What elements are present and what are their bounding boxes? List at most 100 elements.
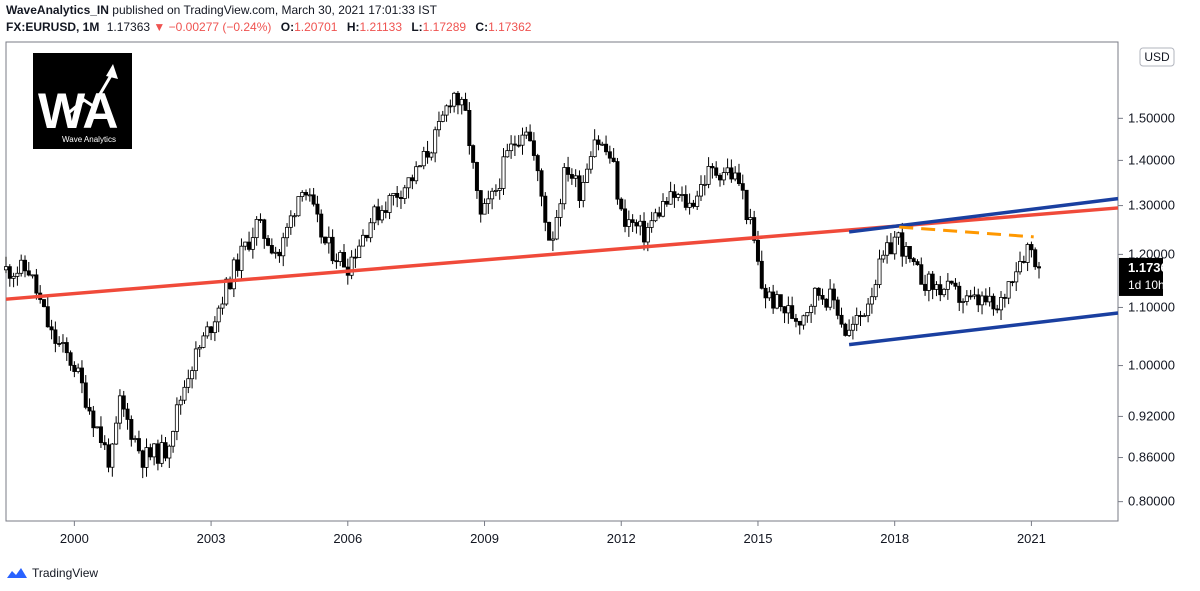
candle-body bbox=[763, 287, 768, 299]
high-label: H: bbox=[346, 20, 360, 34]
candle-body bbox=[847, 329, 852, 336]
candle-body bbox=[585, 168, 590, 183]
author-name[interactable]: WaveAnalytics_IN bbox=[6, 3, 109, 17]
candle-body bbox=[254, 219, 259, 239]
candle-body bbox=[501, 156, 506, 189]
candle-body bbox=[539, 170, 544, 197]
candle-body bbox=[736, 172, 741, 184]
candle-body bbox=[342, 252, 347, 268]
last-price-tag: 1.17362 1d 10h bbox=[1119, 257, 1175, 296]
low-label: L: bbox=[411, 20, 423, 34]
price-tick-label: 1.40000 bbox=[1128, 152, 1175, 167]
candle-body bbox=[455, 92, 460, 106]
candle-body bbox=[76, 367, 81, 372]
candle-body bbox=[15, 272, 20, 277]
candle-body bbox=[243, 241, 248, 247]
candle-body bbox=[474, 162, 479, 191]
candle-body bbox=[360, 234, 365, 247]
candle-body bbox=[509, 143, 514, 152]
candle-body bbox=[285, 226, 290, 239]
footer: TradingView bbox=[6, 566, 98, 580]
price-axis[interactable]: 1.50000 1.40000 1.30000 1.20000 1.10000 1.000… bbox=[1118, 110, 1175, 509]
candle-body bbox=[748, 217, 753, 221]
candle-body bbox=[372, 206, 377, 224]
candle-body bbox=[319, 213, 324, 238]
candle-body bbox=[573, 175, 578, 179]
last-price-box bbox=[1119, 257, 1163, 296]
logo-letters: WA bbox=[38, 83, 119, 139]
time-axis[interactable]: 2000 2003 2006 2009 2012 2015 2018 2021 bbox=[60, 521, 1046, 546]
candle-body bbox=[835, 299, 840, 316]
logo-caption: Wave Analytics bbox=[62, 135, 116, 144]
candle-body bbox=[604, 143, 609, 153]
candle-body bbox=[129, 419, 134, 440]
candle-body bbox=[888, 242, 893, 255]
candle-body bbox=[45, 306, 50, 328]
candle-body bbox=[1018, 261, 1023, 273]
candle-body bbox=[220, 303, 225, 309]
candle-body bbox=[516, 144, 521, 147]
time-tick-label: 2003 bbox=[197, 531, 226, 546]
footer-brand[interactable]: TradingView bbox=[32, 566, 99, 580]
price-tick-label: 1.00000 bbox=[1128, 358, 1175, 373]
currency-badge[interactable]: USD bbox=[1139, 47, 1175, 67]
candle-body bbox=[64, 342, 69, 354]
candle-body bbox=[41, 299, 46, 308]
candle-body bbox=[752, 217, 757, 241]
logo-arrowhead-icon bbox=[106, 64, 118, 79]
candle-body bbox=[664, 201, 669, 205]
candle-body bbox=[531, 140, 536, 156]
candle-body bbox=[562, 167, 567, 205]
candle-body bbox=[543, 195, 548, 223]
candle-body bbox=[417, 165, 422, 168]
candle-body bbox=[733, 172, 738, 180]
candle-body bbox=[323, 236, 328, 244]
candle-body bbox=[691, 202, 696, 207]
candle-body bbox=[699, 184, 704, 197]
candle-body bbox=[717, 174, 722, 181]
candle-body bbox=[288, 215, 293, 228]
time-tick-label: 2009 bbox=[470, 531, 499, 546]
candle-body bbox=[881, 254, 886, 260]
ohlc-line: FX:EURUSD, 1M 1.17363 ▼ −0.00277 (−0.24%… bbox=[6, 19, 1106, 36]
low-value: 1.17289 bbox=[422, 20, 467, 34]
price-tick-label: 0.92000 bbox=[1128, 408, 1175, 423]
candle-body bbox=[778, 294, 783, 308]
price-tick-label: 1.20000 bbox=[1128, 246, 1175, 261]
candle-body bbox=[528, 131, 533, 142]
candle-body bbox=[53, 329, 58, 344]
symbol-interval[interactable]: FX:EURUSD, 1M bbox=[6, 20, 100, 34]
candle-body bbox=[57, 343, 62, 345]
candle-body bbox=[163, 442, 168, 459]
candle-body bbox=[945, 280, 950, 290]
candle-body bbox=[1037, 266, 1042, 269]
candle-body bbox=[406, 177, 411, 189]
candle-body bbox=[387, 195, 392, 213]
candle-body bbox=[148, 447, 153, 458]
candle-body bbox=[368, 222, 373, 239]
candle-body bbox=[205, 326, 210, 337]
candle-body bbox=[235, 259, 240, 271]
candle-body bbox=[1029, 244, 1034, 251]
candle-body bbox=[19, 259, 24, 274]
candle-body bbox=[307, 194, 312, 197]
candle-body bbox=[121, 395, 126, 410]
candle-body bbox=[376, 206, 381, 221]
open-value: 1.20701 bbox=[294, 20, 338, 34]
candle-body bbox=[1010, 281, 1015, 284]
candle-body bbox=[900, 232, 905, 257]
candle-body bbox=[269, 245, 274, 254]
candle-body bbox=[444, 105, 449, 116]
candle-body bbox=[266, 238, 271, 246]
candle-body bbox=[721, 172, 726, 181]
candle-body bbox=[102, 442, 107, 446]
candle-body bbox=[250, 237, 255, 250]
candle-body bbox=[592, 139, 597, 158]
candle-body bbox=[926, 273, 931, 291]
candle-body bbox=[999, 297, 1004, 311]
candle-body bbox=[577, 175, 582, 202]
candle-body bbox=[467, 110, 472, 146]
candle-body bbox=[797, 320, 802, 326]
candle-body bbox=[1014, 271, 1019, 283]
